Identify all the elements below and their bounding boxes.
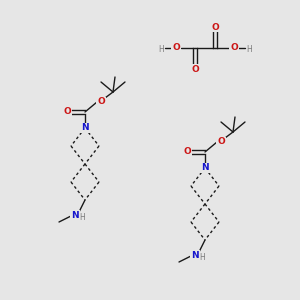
- Text: H: H: [246, 44, 252, 53]
- Text: O: O: [172, 44, 180, 52]
- Text: O: O: [230, 44, 238, 52]
- Text: N: N: [71, 211, 79, 220]
- Text: O: O: [97, 98, 105, 106]
- Text: O: O: [217, 137, 225, 146]
- Text: H: H: [158, 44, 164, 53]
- Text: N: N: [201, 164, 209, 172]
- Text: H: H: [79, 212, 85, 221]
- Text: H: H: [199, 253, 205, 262]
- Text: N: N: [81, 124, 89, 133]
- Text: O: O: [183, 148, 191, 157]
- Text: O: O: [63, 107, 71, 116]
- Text: N: N: [191, 250, 199, 260]
- Text: O: O: [191, 64, 199, 74]
- Text: O: O: [211, 22, 219, 32]
